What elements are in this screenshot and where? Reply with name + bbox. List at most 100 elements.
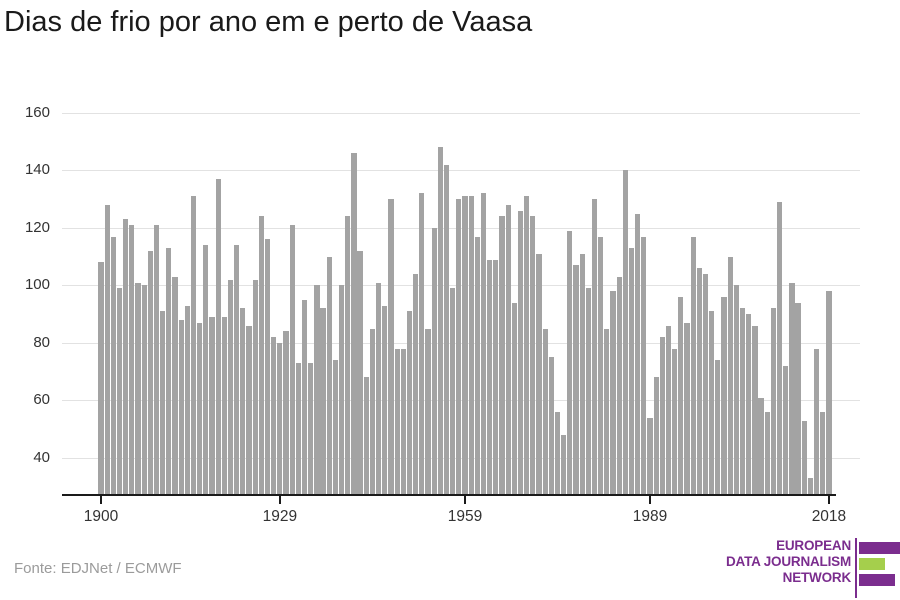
bar-1920 [221, 317, 227, 494]
bar-2016 [814, 348, 820, 494]
bar-1947 [388, 199, 394, 494]
bar-1966 [505, 204, 511, 494]
bar-1970 [530, 216, 536, 494]
bar-1940 [345, 216, 351, 494]
bar-1931 [289, 225, 295, 494]
bar-1928 [271, 337, 277, 494]
bar-1987 [635, 213, 641, 494]
bar-1902 [110, 236, 116, 494]
bar-1929 [277, 342, 283, 494]
bar-1978 [579, 253, 585, 494]
bar-1985 [622, 170, 628, 494]
bar-1977 [573, 265, 579, 494]
bar-2013 [795, 302, 801, 494]
bar-1912 [172, 276, 178, 494]
x-axis-tick-1959 [463, 496, 466, 504]
bar-1959 [462, 196, 468, 494]
x-axis-label-1959: 1959 [447, 508, 483, 525]
bar-1932 [295, 363, 301, 494]
bar-1971 [536, 253, 542, 494]
bar-1968 [517, 210, 524, 494]
bar-1918 [209, 317, 215, 494]
bar-1990 [653, 377, 659, 494]
bar-1925 [252, 279, 258, 494]
bar-1951 [413, 273, 419, 494]
bar-2004 [739, 308, 746, 494]
bar-2015 [807, 478, 814, 494]
bar-1962 [480, 193, 487, 494]
logo-line-european: EUROPEAN [776, 538, 851, 553]
bar-1913 [178, 319, 184, 494]
bar-2017 [820, 411, 826, 494]
edjn-logo-stripe-bottom [859, 574, 895, 586]
bar-1946 [382, 305, 388, 494]
bar-1941 [351, 153, 357, 494]
y-axis-label-120: 120 [24, 218, 50, 236]
x-axis-tick-2018 [827, 496, 830, 504]
bar-1961 [474, 236, 480, 494]
bar-1921 [227, 279, 234, 494]
x-axis-tick-1900 [100, 496, 102, 504]
bar-2006 [752, 325, 758, 494]
bar-1995 [684, 322, 690, 494]
bar-1993 [672, 348, 678, 494]
bar-1948 [394, 348, 400, 494]
bar-1994 [678, 296, 684, 494]
bar-1982 [604, 328, 610, 494]
bar-1953 [425, 328, 431, 494]
source-text: Fonte: EDJNet / ECMWF [14, 560, 182, 577]
bar-1933 [301, 299, 308, 494]
bar-2018 [826, 291, 832, 494]
bar-1976 [567, 230, 573, 494]
bar-1984 [616, 276, 622, 494]
bar-1937 [326, 256, 332, 494]
bar-1974 [554, 411, 561, 494]
bar-1969 [524, 196, 530, 494]
bar-1996 [690, 236, 696, 494]
y-axis-label-100: 100 [24, 276, 50, 294]
edjn-logo-stripe-middle [859, 558, 885, 570]
bar-1992 [665, 325, 672, 494]
bar-1927 [264, 239, 271, 494]
bar-1935 [314, 285, 320, 494]
x-axis-label-1929: 1929 [262, 508, 298, 525]
bar-1939 [338, 285, 345, 494]
bar-1916 [197, 322, 203, 494]
y-axis-label-80: 80 [33, 333, 50, 351]
bar-1923 [240, 308, 246, 494]
chart-title: Dias de frio por ano em e perto de Vaasa [4, 6, 533, 38]
bar-1926 [258, 216, 264, 494]
bar-1983 [610, 291, 616, 494]
bar-1915 [190, 196, 197, 494]
y-axis-label-140: 140 [24, 161, 50, 179]
bar-1972 [542, 328, 548, 494]
bar-1980 [591, 199, 598, 494]
bar-1917 [203, 245, 209, 494]
bar-1973 [548, 357, 554, 494]
y-axis-label-40: 40 [33, 448, 50, 466]
bar-1975 [561, 434, 567, 494]
edjn-logo-text: EUROPEAN DATA JOURNALISM NETWORK [726, 538, 851, 586]
bar-2010 [776, 202, 783, 494]
bar-1903 [116, 288, 123, 494]
bar-1949 [400, 348, 406, 494]
x-axis-label-1989: 1989 [632, 508, 668, 525]
bar-1942 [357, 250, 363, 494]
bar-1900 [98, 262, 104, 494]
bar-2000 [715, 360, 721, 494]
bar-1944 [369, 328, 376, 494]
bar-1914 [184, 305, 190, 494]
bar-2002 [727, 256, 733, 494]
y-axis-label-60: 60 [33, 391, 50, 409]
bar-1950 [406, 311, 413, 494]
bar-2009 [770, 308, 776, 494]
bar-2008 [764, 411, 770, 494]
gridline-160 [62, 112, 860, 114]
bar-1991 [659, 337, 665, 494]
bar-1955 [437, 147, 443, 494]
bar-1956 [443, 164, 450, 494]
logo-line-data-journalism: DATA JOURNALISM [726, 554, 851, 569]
bar-1964 [493, 259, 499, 494]
